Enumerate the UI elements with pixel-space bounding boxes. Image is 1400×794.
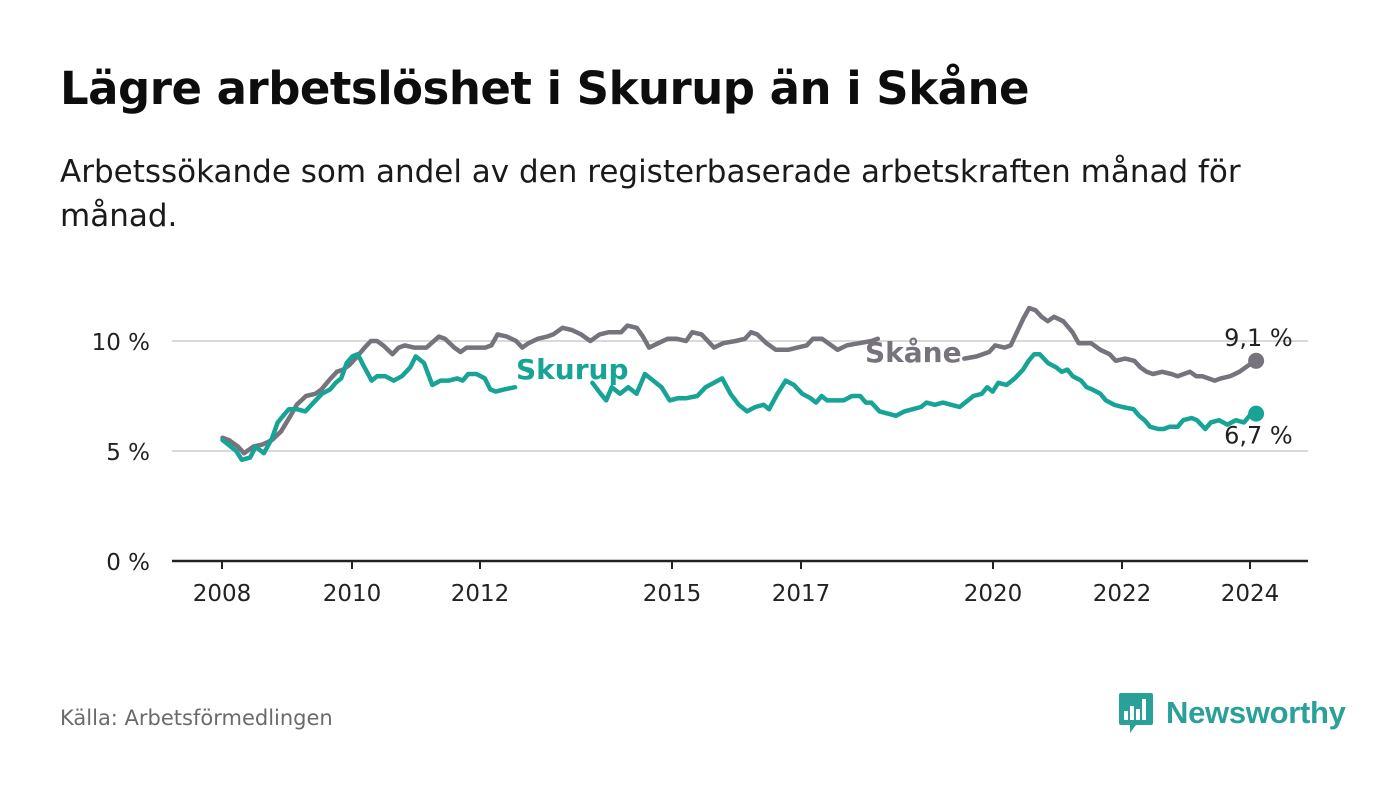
series-line-skurup (220, 351, 518, 463)
x-tick-label: 2010 (323, 581, 382, 607)
x-tick-label: 2022 (1093, 581, 1152, 607)
x-tick-label: 2008 (193, 581, 252, 607)
x-tick-label: 2015 (643, 581, 702, 607)
series-end-dot (1248, 352, 1265, 369)
gridlines (172, 340, 1308, 452)
annotation-skurup: Skurup (516, 353, 629, 386)
y-axis-ticks: 0 % 5 % 10 % (92, 330, 150, 576)
newsworthy-logo: Newsworthy (1118, 689, 1346, 737)
series-line-skurup (523, 367, 534, 375)
series-line-skane (962, 305, 1259, 383)
y-tick-label: 10 % (92, 330, 150, 356)
x-axis-ticks: 2008 2010 2012 2015 2017 2020 2022 2024 (193, 561, 1280, 607)
x-tick-label: 2020 (964, 581, 1023, 607)
y-tick-label: 5 % (106, 440, 150, 466)
y-tick-label: 0 % (106, 550, 150, 576)
series-line-skane (220, 323, 881, 456)
series-end-label: 9,1 % (1224, 324, 1293, 352)
line-chart: 0 %5 %10 % 2008 2010 2012 2015 2017 2020 2022 2… (92, 305, 1308, 607)
series-end-label: 6,7 % (1224, 422, 1293, 450)
series-line-skurup (590, 351, 1259, 432)
x-tick-label: 2012 (451, 581, 510, 607)
chart-subtitle: Arbetssökande som andel av den registerb… (60, 154, 1241, 234)
x-tick-label: 2017 (772, 581, 831, 607)
series-end-dot (1248, 405, 1265, 422)
x-tick-label: 2024 (1221, 581, 1280, 607)
source-note: Källa: Arbetsförmedlingen (60, 706, 333, 730)
newsworthy-chart-bubble-icon (1119, 693, 1153, 733)
series-lines: 9,1 % 6,7 % (220, 305, 1293, 463)
annotation-skane: Skåne (865, 336, 962, 369)
brand-name: Newsworthy (1166, 695, 1346, 730)
series-annotations: Skåne Skurup (516, 336, 962, 386)
page-title: Lägre arbetslöshet i Skurup än i Skåne (60, 62, 1030, 115)
